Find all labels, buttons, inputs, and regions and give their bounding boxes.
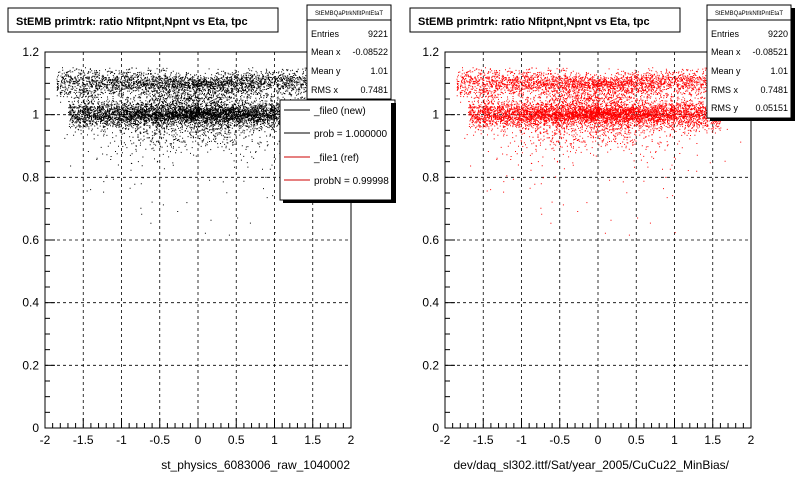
scatter-point-cloud — [456, 67, 746, 236]
y-tick-label: 1 — [32, 108, 39, 122]
y-tick-label: 1.2 — [422, 45, 439, 59]
title-box — [7, 7, 279, 33]
scatter-points — [456, 67, 746, 236]
axis-ticks: -2 -1.5 -1 -0.5 0 0.5 1 1.5 2 0 0.2 0.4 0.6 0.8 1 1.2 — [22, 45, 354, 447]
stats-label-rms-x: RMS x — [711, 85, 739, 95]
x-tick-label: 1 — [671, 433, 678, 447]
stats-value-mean-y: 1.01 — [370, 66, 388, 76]
x-tick-label: 1.5 — [704, 433, 721, 447]
y-tick-label: 0 — [432, 421, 439, 435]
right-panel: StEMB primtrk: ratio Nfitpnt,Npnt vs Eta… — [409, 4, 795, 472]
stats-value-entries: 9220 — [768, 29, 788, 39]
x-tick-label: 1 — [271, 433, 278, 447]
stats-label-mean-x: Mean x — [311, 47, 341, 57]
chart-title: StEMB primtrk: ratio Nfitpnt,Npnt vs Eta… — [16, 16, 248, 28]
left-panel: StEMB primtrk: ratio Nfitpnt,Npnt vs Eta… — [7, 4, 396, 472]
stats-box: StEMBQaPtrkNfitPntEtaT Entries 9220 Mean… — [706, 4, 795, 121]
stats-label-mean-x: Mean x — [711, 47, 741, 57]
stats-value-entries: 9221 — [368, 29, 388, 39]
x-tick-label: -1.5 — [473, 433, 494, 447]
legend-label-prob: prob = 1.000000 — [314, 129, 388, 140]
x-tick-label: -1.5 — [73, 433, 94, 447]
y-tick-label: 1.2 — [22, 45, 39, 59]
stats-label-entries: Entries — [711, 29, 740, 39]
x-tick-label: -2 — [440, 433, 451, 447]
legend-label-file0: _file0 (new) — [313, 106, 366, 117]
x-tick-label: 0.5 — [228, 433, 245, 447]
stats-name: StEMBQaPtrkNfitPntEtaT — [715, 11, 783, 17]
x-tick-label: 2 — [748, 433, 755, 447]
stats-label-mean-y: Mean y — [711, 66, 741, 76]
y-tick-label: 0.6 — [22, 233, 39, 247]
stats-label-entries: Entries — [311, 29, 340, 39]
stats-value-rms-x: 0.7481 — [360, 85, 388, 95]
y-tick-label: 0.8 — [422, 170, 439, 184]
stats-value-rms-x: 0.7481 — [760, 85, 788, 95]
x-tick-label: 0.5 — [628, 433, 645, 447]
x-tick-label: -1 — [116, 433, 127, 447]
stats-name: StEMBQaPtrkNfitPntEtaT — [315, 11, 383, 17]
y-tick-label: 0.8 — [22, 170, 39, 184]
x-tick-label: -0.5 — [549, 433, 570, 447]
x-tick-label: 0 — [595, 433, 602, 447]
y-tick-label: 0.6 — [422, 233, 439, 247]
y-tick-label: 1 — [432, 108, 439, 122]
x-tick-label: 0 — [195, 433, 202, 447]
x-tick-label: 2 — [348, 433, 355, 447]
stats-label-rms-x: RMS x — [311, 85, 339, 95]
y-tick-label: 0.2 — [422, 358, 439, 372]
y-tick-label: 0.4 — [22, 296, 39, 310]
stats-value-rms-y: 0.05151 — [755, 103, 788, 113]
axis-ticks: -2 -1.5 -1 -0.5 0 0.5 1 1.5 2 0 0.2 0.4 0.6 0.8 1 1.2 — [422, 45, 754, 447]
y-tick-label: 0.4 — [422, 296, 439, 310]
stats-label-rms-y: RMS y — [711, 103, 739, 113]
y-tick-label: 0.2 — [22, 358, 39, 372]
title-box — [409, 7, 681, 33]
x-axis-label: dev/daq_sl302.ittf/Sat/year_2005/CuCu22_… — [453, 458, 729, 472]
plot-frame: -2 -1.5 -1 -0.5 0 0.5 1 1.5 2 0 0.2 0.4 0.6 0.8 1 1.2 — [422, 45, 754, 447]
x-tick-label: -0.5 — [149, 433, 170, 447]
x-tick-label: -1 — [516, 433, 527, 447]
stats-label-mean-y: Mean y — [311, 66, 341, 76]
chart-title: StEMB primtrk: ratio Nfitpnt,Npnt vs Eta… — [418, 16, 650, 28]
stats-value-mean-x: -0.08521 — [752, 47, 788, 57]
x-tick-label: 1.5 — [304, 433, 321, 447]
x-axis-label: st_physics_6083006_raw_1040002 — [161, 458, 350, 472]
legend: _file0 (new) prob = 1.000000 _file1 (ref… — [279, 99, 396, 203]
x-tick-label: -2 — [40, 433, 51, 447]
legend-label-probn: probN = 0.99998 — [314, 176, 389, 187]
stats-value-mean-x: -0.08522 — [352, 47, 388, 57]
y-tick-label: 0 — [32, 421, 39, 435]
stats-box: StEMBQaPtrkNfitPntEtaT Entries 9221 Mean… — [306, 4, 392, 100]
stats-value-mean-y: 1.01 — [770, 66, 788, 76]
legend-label-file1: _file1 (ref) — [313, 153, 359, 164]
